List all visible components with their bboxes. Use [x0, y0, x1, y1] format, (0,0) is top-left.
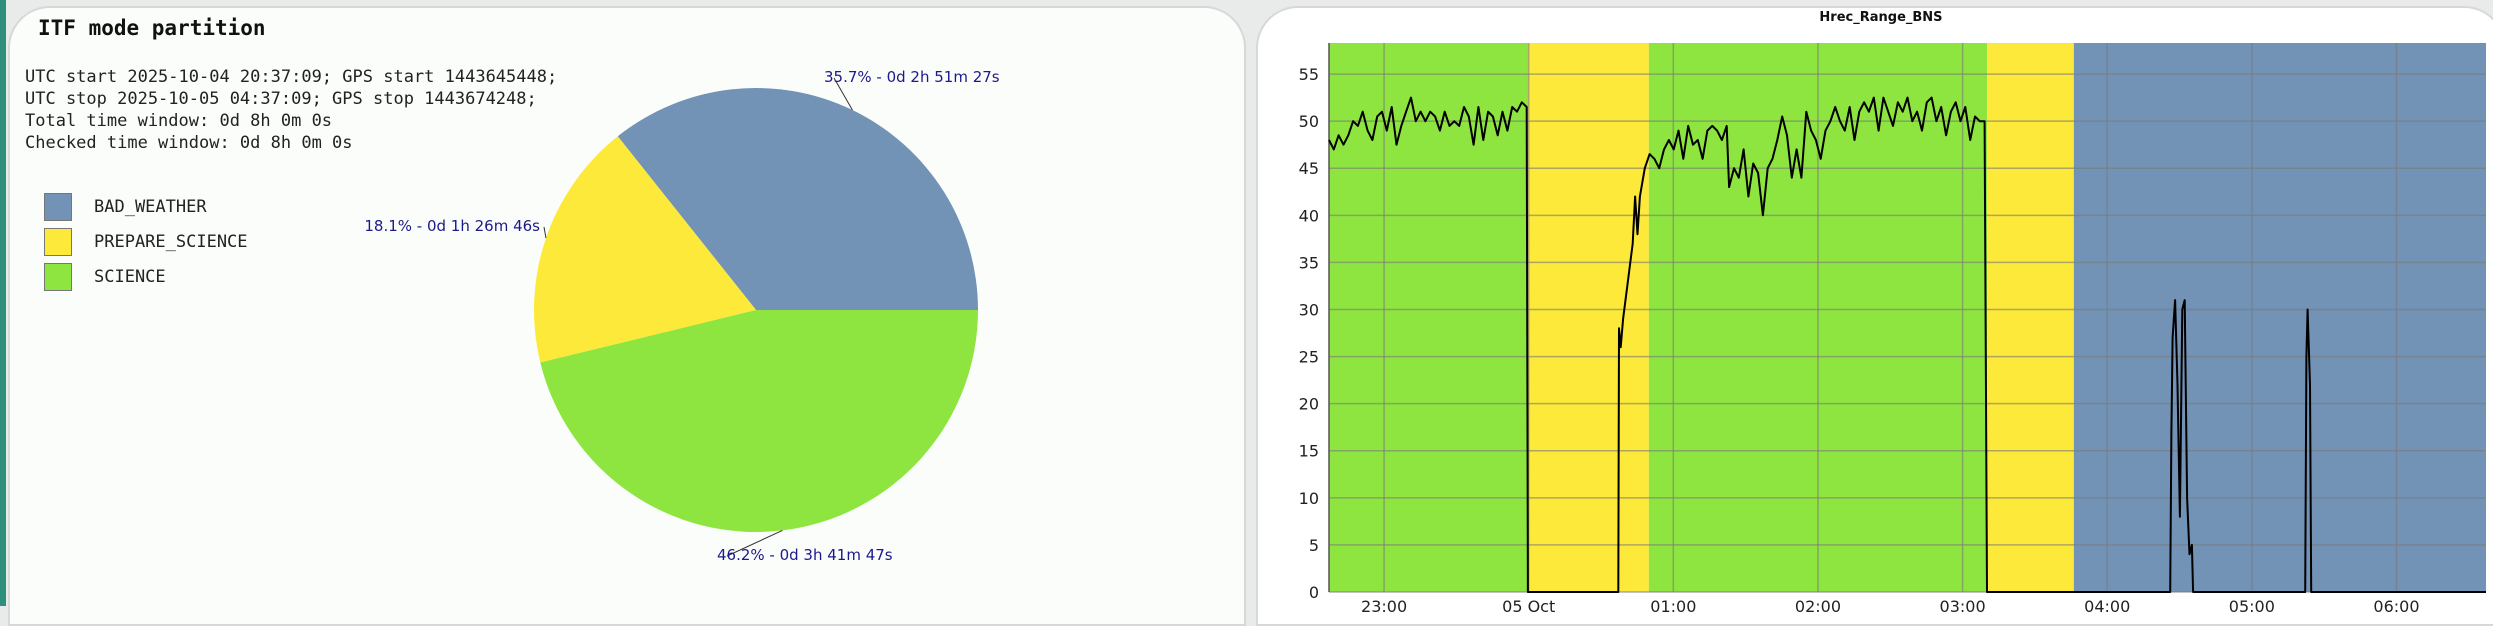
pie-slice-bad-weather — [617, 87, 978, 310]
y-tick-label: 0 — [1309, 583, 1319, 602]
info-line: UTC start 2025-10-04 20:37:09; GPS start… — [25, 67, 558, 87]
legend-item-prepare-science: PREPARE_SCIENCE — [44, 224, 248, 259]
x-tick-label: 02:00 — [1795, 597, 1841, 616]
pie-slice-science — [540, 310, 978, 533]
y-tick-label: 30 — [1299, 300, 1319, 319]
mode-partition-panel: ITF mode partition UTC start 2025-10-04 … — [8, 6, 1246, 626]
legend-item-bad-weather: BAD_WEATHER — [44, 189, 248, 224]
y-tick-label: 5 — [1309, 536, 1319, 555]
y-tick-label: 45 — [1299, 159, 1319, 178]
pie-chart: 35.7% - 0d 2h 51m 27s 18.1% - 0d 1h 26m 4… — [364, 68, 1000, 564]
info-line: Total time window: 0d 8h 0m 0s — [25, 111, 333, 131]
line-chart: 0 5 10 15 20 25 30 35 40 45 50 55 23:00 05 Oct 01:00 02… — [1299, 43, 2486, 616]
mode-segment-prepare-science — [1528, 43, 1649, 592]
pie-label-leader — [726, 529, 783, 557]
hrec-range-panel: Hrec_Range_BNS 0 5 10 15 20 25 30 35 40 45 50 55 23:… — [1256, 6, 2493, 626]
mode-segment-prepare-science — [1987, 43, 2074, 592]
legend-swatch — [44, 192, 72, 221]
legend-swatch — [44, 227, 72, 256]
background-window-edge — [0, 0, 6, 606]
legend-swatch — [44, 262, 72, 291]
x-tick-label: 06:00 — [2373, 597, 2419, 616]
pie-slice-label: 35.7% - 0d 2h 51m 27s — [824, 68, 1000, 86]
y-tick-label: 20 — [1299, 395, 1319, 414]
legend-item-science: SCIENCE — [44, 259, 248, 294]
y-tick-label: 15 — [1299, 442, 1319, 461]
legend-label: BAD_WEATHER — [94, 196, 207, 217]
pie-slice-prepare-science — [533, 136, 756, 363]
pie-label-leader — [833, 77, 853, 111]
panel-title: ITF mode partition — [38, 16, 266, 40]
pie-slice-label: 18.1% - 0d 1h 26m 46s — [364, 217, 540, 235]
pie-slice-label: 46.2% - 0d 3h 41m 47s — [717, 546, 893, 564]
chart-title: Hrec_Range_BNS — [1819, 10, 1943, 25]
legend-label: PREPARE_SCIENCE — [94, 231, 248, 252]
time-window-info: UTC start 2025-10-04 20:37:09; GPS start… — [25, 66, 557, 154]
legend-label: SCIENCE — [94, 266, 166, 287]
pie-legend: BAD_WEATHER PREPARE_SCIENCE SCIENCE — [44, 189, 248, 294]
x-tick-label: 01:00 — [1650, 597, 1696, 616]
y-tick-label: 35 — [1299, 253, 1319, 272]
x-tick-label: 04:00 — [2084, 597, 2130, 616]
mode-segment-science — [1329, 43, 1529, 592]
y-tick-label: 10 — [1299, 489, 1319, 508]
mode-segment-bad-weather — [2073, 43, 2486, 592]
series-line-hrec-range-bns — [1328, 96, 2486, 593]
y-tick-label: 40 — [1299, 206, 1319, 225]
x-tick-label: 05:00 — [2229, 597, 2275, 616]
y-tick-label: 50 — [1299, 112, 1319, 131]
y-tick-label: 55 — [1299, 65, 1319, 84]
x-tick-label: 05 Oct — [1502, 597, 1555, 616]
pie-label-leader — [543, 226, 547, 239]
x-tick-label: 03:00 — [1940, 597, 1986, 616]
info-line: Checked time window: 0d 8h 0m 0s — [25, 133, 353, 153]
x-tick-label: 23:00 — [1361, 597, 1407, 616]
y-tick-label: 25 — [1299, 348, 1319, 367]
info-line: UTC stop 2025-10-05 04:37:09; GPS stop 1… — [25, 89, 537, 109]
